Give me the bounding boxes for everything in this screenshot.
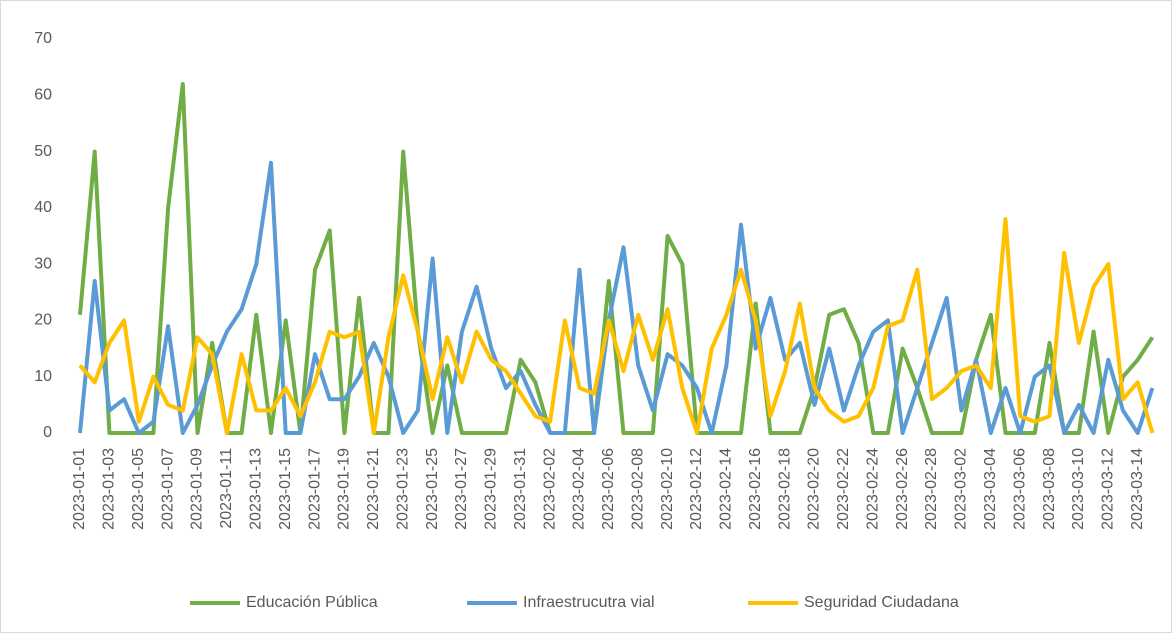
y-tick-label: 60 bbox=[34, 87, 52, 104]
legend-label: Seguridad Ciudadana bbox=[804, 594, 959, 611]
x-tick-label: 2023-01-11 bbox=[218, 448, 235, 529]
x-tick-label: 2023-02-12 bbox=[688, 448, 705, 530]
x-tick-label: 2023-03-08 bbox=[1041, 448, 1058, 530]
x-tick-label: 2023-01-15 bbox=[277, 448, 294, 530]
y-tick-label: 30 bbox=[34, 255, 52, 272]
y-tick-label: 40 bbox=[34, 199, 52, 216]
x-tick-label: 2023-02-26 bbox=[894, 448, 911, 530]
y-tick-label: 50 bbox=[34, 143, 52, 160]
x-tick-label: 2023-01-03 bbox=[101, 448, 118, 530]
x-tick-label: 2023-02-20 bbox=[806, 448, 823, 530]
x-tick-label: 2023-03-12 bbox=[1100, 448, 1117, 530]
x-tick-label: 2023-02-16 bbox=[747, 448, 764, 530]
x-tick-label: 2023-01-25 bbox=[424, 448, 441, 530]
x-tick-label: 2023-02-22 bbox=[835, 448, 852, 530]
x-tick-label: 2023-01-29 bbox=[483, 448, 500, 530]
x-tick-label: 2023-02-24 bbox=[864, 448, 881, 530]
x-tick-label: 2023-03-10 bbox=[1070, 448, 1087, 530]
x-tick-label: 2023-01-07 bbox=[159, 448, 176, 530]
x-tick-label: 2023-03-02 bbox=[953, 448, 970, 530]
x-tick-label: 2023-01-27 bbox=[453, 448, 470, 530]
series-line bbox=[78, 217, 1155, 435]
x-tick-label: 2023-01-19 bbox=[336, 448, 353, 530]
y-tick-label: 20 bbox=[34, 312, 52, 329]
x-tick-label: 2023-01-31 bbox=[512, 448, 529, 530]
x-tick-label: 2023-03-14 bbox=[1129, 448, 1146, 530]
x-tick-label: 2023-01-21 bbox=[365, 448, 382, 530]
y-tick-label: 10 bbox=[34, 368, 52, 385]
x-tick-label: 2023-01-13 bbox=[247, 448, 264, 530]
x-tick-label: 2023-02-28 bbox=[923, 448, 940, 530]
x-tick-label: 2023-03-06 bbox=[1011, 448, 1028, 530]
x-tick-label: 2023-02-06 bbox=[600, 448, 617, 530]
legend-label: Infraestrucutra vial bbox=[523, 594, 655, 611]
x-tick-label: 2023-02-18 bbox=[776, 448, 793, 530]
x-tick-label: 2023-01-01 bbox=[71, 448, 88, 530]
x-tick-label: 2023-01-23 bbox=[394, 448, 411, 530]
legend-label: Educación Pública bbox=[246, 594, 378, 611]
x-tick-label: 2023-01-09 bbox=[189, 448, 206, 530]
y-tick-label: 0 bbox=[43, 424, 52, 441]
x-tick-label: 2023-03-04 bbox=[982, 448, 999, 530]
x-tick-label: 2023-02-08 bbox=[629, 448, 646, 530]
x-tick-label: 2023-01-05 bbox=[130, 448, 147, 530]
y-tick-label: 70 bbox=[34, 30, 52, 47]
x-tick-label: 2023-02-02 bbox=[541, 448, 558, 530]
x-tick-label: 2023-01-17 bbox=[306, 448, 323, 530]
x-tick-label: 2023-02-14 bbox=[718, 448, 735, 530]
x-tick-label: 2023-02-04 bbox=[571, 448, 588, 530]
x-tick-label: 2023-02-10 bbox=[659, 448, 676, 530]
